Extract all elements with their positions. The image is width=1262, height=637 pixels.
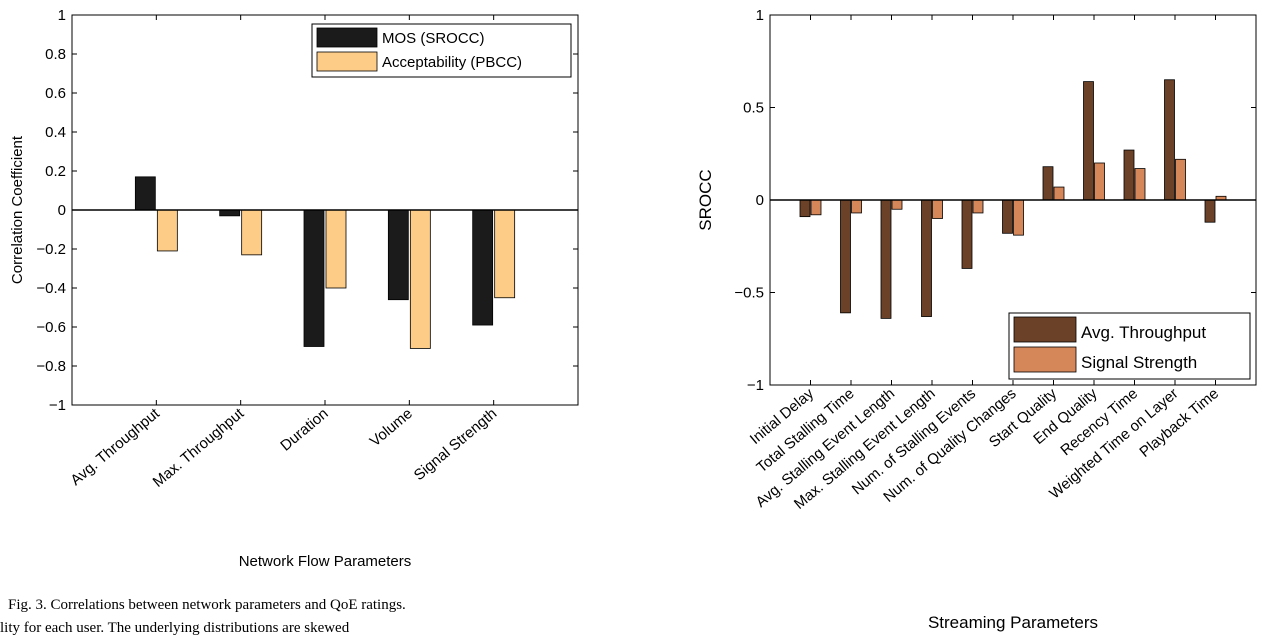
x-tick-label: Signal Strength xyxy=(411,405,501,484)
bar-series1 xyxy=(880,199,892,319)
bar-series2 xyxy=(1013,199,1024,236)
y-tick-label: 1 xyxy=(58,7,66,24)
bar-series1 xyxy=(1002,199,1013,234)
bar-series1 xyxy=(1042,166,1054,201)
y-tick-label: 0 xyxy=(756,192,764,209)
y-tick-label: −1 xyxy=(49,397,66,414)
bar-series1 xyxy=(387,209,409,301)
bar-series2 xyxy=(932,199,943,219)
legend-label: MOS (SROCC) xyxy=(382,30,485,47)
bar-series1 xyxy=(303,209,325,347)
x-tick-label: Duration xyxy=(277,405,331,454)
bar-series2 xyxy=(972,199,984,214)
bar-series2 xyxy=(1134,168,1146,201)
bar-series2 xyxy=(409,209,431,349)
legend-swatch xyxy=(316,27,378,48)
y-tick-label: 0.8 xyxy=(45,46,66,63)
y-tick-label: 0 xyxy=(58,202,66,219)
legend-swatch xyxy=(1013,346,1077,373)
y-tick-label: −0.4 xyxy=(36,280,66,297)
legend-swatch xyxy=(1013,316,1077,343)
y-tick-label: 0.5 xyxy=(743,100,764,117)
y-tick-label: 0.2 xyxy=(45,163,66,180)
bar-series1 xyxy=(799,199,811,218)
bar-series2 xyxy=(891,199,903,210)
bar-series2 xyxy=(1094,162,1105,201)
y-axis-label: SROCC xyxy=(696,169,715,230)
body-text-fragment: lity for each user. The underlying distr… xyxy=(0,620,350,636)
bar-series1 xyxy=(1123,149,1135,201)
bar-series2 xyxy=(1053,186,1065,201)
y-tick-label: 0.4 xyxy=(45,124,66,141)
y-tick-label: −0.8 xyxy=(36,358,66,375)
y-tick-label: −0.5 xyxy=(734,285,764,302)
legend-label: Acceptability (PBCC) xyxy=(382,54,522,71)
bar-series1 xyxy=(961,199,973,269)
bar-series2 xyxy=(1175,158,1186,201)
legend-swatch xyxy=(316,51,378,72)
bar-series1 xyxy=(219,209,241,217)
y-tick-label: −0.2 xyxy=(36,241,66,258)
legend-label: Signal Strength xyxy=(1081,353,1197,372)
bar-series1 xyxy=(472,209,494,326)
bar-series2 xyxy=(494,209,516,299)
bar-series2 xyxy=(156,209,178,252)
bar-series1 xyxy=(1083,81,1094,201)
y-tick-label: 1 xyxy=(756,7,764,24)
bar-series1 xyxy=(1164,79,1175,201)
bar-series2 xyxy=(241,209,263,256)
x-tick-label: Volume xyxy=(367,405,416,450)
bar-series2 xyxy=(325,209,347,289)
legend-label: Avg. Throughput xyxy=(1081,323,1206,342)
y-tick-label: −1 xyxy=(747,377,764,394)
bar-series2 xyxy=(810,199,822,216)
y-axis-label: Correlation Coefficient xyxy=(9,135,26,284)
y-tick-label: −0.6 xyxy=(36,319,66,336)
bar-series1 xyxy=(840,199,851,314)
bar-series1 xyxy=(1204,199,1216,223)
x-axis-label: Network Flow Parameters xyxy=(239,553,412,570)
x-axis-label: Streaming Parameters xyxy=(928,613,1098,632)
y-tick-label: 0.6 xyxy=(45,85,66,102)
figure-caption: Fig. 3. Correlations between network par… xyxy=(8,597,406,613)
bar-series1 xyxy=(134,176,156,211)
bar-series1 xyxy=(921,199,932,317)
x-tick-label: Avg. Throughput xyxy=(67,405,163,489)
left-chart: −1 −0.8 −0.6 −0.4 −0.2 0 0.2 0.4 0.6 0.8 1 Avg. Thr… xyxy=(9,7,579,570)
x-tick-label: Max. Throughput xyxy=(150,405,248,491)
bar-series2 xyxy=(851,199,862,214)
